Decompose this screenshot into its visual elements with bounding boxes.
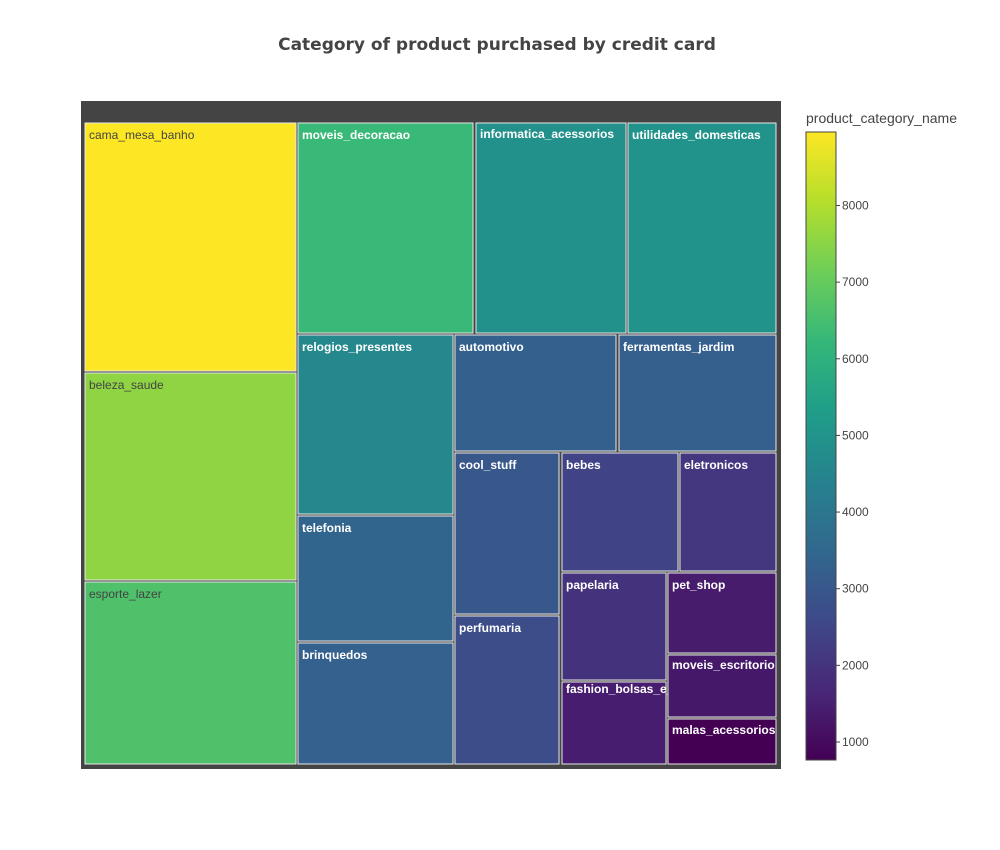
colorbar-tick-label: 3000 bbox=[842, 582, 869, 596]
tile-label-moveis-escritorio: moveis_escritorio bbox=[672, 658, 775, 672]
tile-label-beleza-saude: beleza_saude bbox=[89, 378, 164, 392]
colorbar bbox=[805, 131, 837, 761]
tile-label-perfumaria: perfumaria bbox=[459, 621, 521, 635]
treemap-tile-beleza-saude[interactable] bbox=[84, 372, 297, 581]
treemap-tile-automotivo[interactable] bbox=[454, 334, 617, 452]
treemap-tile-bebes[interactable] bbox=[561, 452, 679, 572]
colorbar-tick-label: 6000 bbox=[842, 352, 869, 366]
colorbar-tick-label: 8000 bbox=[842, 198, 869, 212]
colorbar-ticks: 1000 2000 3000 4000 5000 6000 7000 8000 bbox=[836, 198, 869, 749]
treemap-tile-relogios-presentes[interactable] bbox=[297, 334, 454, 515]
treemap-tile-brinquedos[interactable] bbox=[297, 642, 454, 765]
tile-label-ferramentas-jardim: ferramentas_jardim bbox=[623, 340, 734, 354]
tile-label-automotivo: automotivo bbox=[459, 340, 524, 354]
tile-label-brinquedos: brinquedos bbox=[302, 648, 368, 662]
treemap-tile-informatica-acessorios[interactable] bbox=[475, 122, 627, 334]
treemap-tile-fashion-bolsas-e-acessorios[interactable] bbox=[561, 681, 667, 765]
treemap-tile-cool-stuff[interactable] bbox=[454, 452, 560, 615]
tile-label-relogios-presentes: relogios_presentes bbox=[302, 340, 412, 354]
tile-label-papelaria: papelaria bbox=[566, 578, 619, 592]
treemap-tile-cama-mesa-banho[interactable] bbox=[84, 122, 297, 372]
treemap-tile-pet-shop[interactable] bbox=[667, 572, 777, 654]
tile-label-cama-mesa-banho: cama_mesa_banho bbox=[89, 128, 195, 142]
tile-label-utilidades-domesticas: utilidades_domesticas bbox=[632, 128, 761, 142]
tile-label-moveis-decoracao: moveis_decoracao bbox=[302, 128, 410, 142]
tile-label-telefonia: telefonia bbox=[302, 521, 352, 535]
tile-label-bebes: bebes bbox=[566, 458, 601, 472]
treemap-tile-malas-acessorios[interactable] bbox=[667, 718, 777, 765]
treemap-tiles: cama_mesa_banho beleza_saude esporte_lazer… bbox=[84, 122, 777, 765]
colorbar-tick-label: 5000 bbox=[842, 428, 869, 442]
tile-label-eletronicos: eletronicos bbox=[684, 458, 748, 472]
treemap-tile-eletronicos[interactable] bbox=[679, 452, 777, 572]
chart-title: Category of product purchased by credit … bbox=[278, 35, 716, 55]
tile-label-cool-stuff: cool_stuff bbox=[459, 458, 517, 472]
colorbar-tick-label: 1000 bbox=[842, 735, 869, 749]
treemap-tile-ferramentas-jardim[interactable] bbox=[618, 334, 777, 452]
treemap-tile-papelaria[interactable] bbox=[561, 572, 667, 681]
treemap-tile-utilidades-domesticas[interactable] bbox=[627, 122, 777, 334]
tile-label-malas-acessorios: malas_acessorios bbox=[672, 723, 776, 737]
tile-label-informatica-acessorios: informatica_acessorios bbox=[480, 127, 614, 141]
tile-label-esporte-lazer: esporte_lazer bbox=[89, 587, 162, 601]
treemap-tile-telefonia[interactable] bbox=[297, 515, 454, 642]
treemap-tile-perfumaria[interactable] bbox=[454, 615, 560, 765]
colorbar-title: product_category_name bbox=[806, 110, 957, 126]
treemap-tile-moveis-decoracao[interactable] bbox=[297, 122, 474, 334]
treemap-tile-moveis-escritorio[interactable] bbox=[667, 654, 777, 718]
colorbar-tick-label: 2000 bbox=[842, 658, 869, 672]
colorbar-tick-label: 7000 bbox=[842, 275, 869, 289]
colorbar-tick-label: 4000 bbox=[842, 505, 869, 519]
tile-label-pet-shop: pet_shop bbox=[672, 578, 725, 592]
treemap-tile-esporte-lazer[interactable] bbox=[84, 581, 297, 765]
